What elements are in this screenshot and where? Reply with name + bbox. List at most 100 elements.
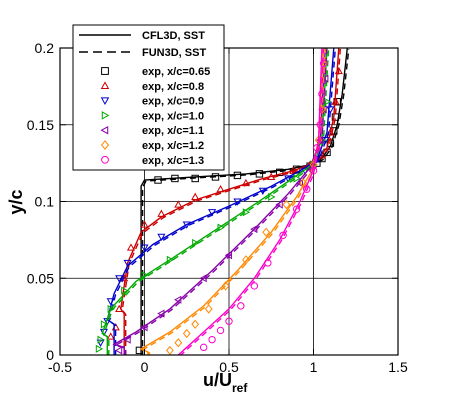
series-3-point — [141, 271, 149, 280]
series-2-point — [208, 209, 217, 217]
series-4-cfl3d-line — [112, 48, 326, 355]
series-3-point — [242, 208, 251, 217]
series-1-point — [157, 209, 166, 217]
series-6-point — [316, 121, 324, 129]
legend-label-series-6: exp, x/c=1.3 — [142, 155, 204, 167]
y-tick-label: 0.1 — [35, 194, 55, 210]
y-tick-label: 0.2 — [35, 40, 55, 56]
series-6 — [177, 48, 328, 355]
series-6-point — [264, 259, 272, 267]
series-6-cfl3d-line — [177, 48, 323, 355]
series-1-point — [331, 97, 340, 105]
x-tick-label: 0 — [141, 359, 149, 375]
series-1-point — [191, 192, 200, 200]
series-1-point — [120, 274, 129, 282]
series-1-point — [267, 172, 276, 180]
series-5-point — [165, 345, 174, 355]
series-0-point — [171, 174, 179, 183]
series-1 — [106, 48, 343, 355]
series-6-point — [292, 205, 301, 213]
series-5-point — [174, 338, 183, 348]
series-1-point — [216, 184, 225, 193]
series-0-point — [154, 176, 162, 184]
series-2-point — [233, 198, 242, 206]
series-2-point — [182, 221, 191, 229]
series-5-point — [282, 199, 291, 210]
series-1-cfl3d-line — [120, 48, 340, 355]
series-2-point — [284, 175, 293, 183]
series-0-point — [191, 174, 199, 183]
series-0-point — [233, 171, 242, 180]
y-tick-label: 0 — [46, 347, 54, 363]
legend-label-series-2: exp, x/c=0.9 — [142, 96, 204, 108]
data-layer — [95, 48, 350, 355]
series-4-point — [114, 346, 123, 355]
series-0-cfl3d-line — [140, 48, 348, 355]
series-3-point — [97, 335, 105, 344]
series-6-point — [250, 282, 259, 290]
series-5-point — [204, 304, 213, 314]
series-4-point — [321, 74, 329, 83]
legend-label-0: CFL3D, SST — [142, 30, 205, 42]
series-0-point — [255, 170, 264, 178]
series-2-point — [140, 244, 149, 252]
x-tick-label: -0.5 — [48, 359, 72, 375]
series-6-point — [216, 326, 225, 335]
series-3-point — [192, 238, 200, 247]
y-tick-label: 0.05 — [27, 270, 54, 286]
series-2-point — [326, 106, 335, 114]
series-3-point — [166, 255, 175, 264]
series-2-point — [96, 339, 105, 347]
series-5-point — [182, 328, 191, 339]
series-3-point — [121, 286, 129, 295]
legend: CFL3D, SST FUN3D, SST exp, x/c=0.65 exp, x/… — [72, 24, 225, 171]
x-tick-label: 1.5 — [388, 359, 408, 375]
series-4-point — [295, 179, 304, 188]
series-3-point — [268, 192, 276, 201]
series-6-point — [208, 335, 216, 344]
legend-label-series-0: exp, x/c=0.65 — [142, 66, 210, 78]
y-tick-label: 0.15 — [27, 117, 54, 133]
series-6-point — [225, 317, 233, 325]
x-axis-title: u/Uref — [203, 370, 248, 395]
series-4-point — [140, 323, 148, 332]
series-5-point — [299, 178, 308, 188]
x-axis-title-sub: ref — [232, 381, 248, 395]
series-5-point — [262, 227, 271, 237]
series-2-point — [157, 233, 166, 242]
legend-label-1: FUN3D, SST — [142, 47, 206, 59]
series-0-point — [211, 173, 220, 181]
series-2-point — [106, 298, 115, 306]
series-1-point — [126, 243, 136, 251]
series-6-point — [303, 185, 311, 193]
series-1-point — [140, 220, 149, 228]
series-6-point — [313, 144, 321, 152]
series-1-fun3d-line — [121, 48, 341, 355]
series-1-point — [106, 332, 115, 340]
series-6-point — [237, 302, 245, 310]
series-6-point — [279, 231, 287, 239]
legend-label-series-5: exp, x/c=1.2 — [142, 140, 204, 152]
series-4-point — [199, 274, 207, 283]
series-2-point — [258, 187, 267, 195]
x-tick-label: 0.5 — [219, 359, 239, 375]
series-5-point — [191, 319, 200, 329]
series-4-point — [123, 335, 131, 344]
series-4-point — [157, 309, 165, 318]
series-6-point — [199, 343, 208, 352]
series-4-point — [250, 225, 258, 234]
series-3-point — [100, 320, 109, 329]
series-1-point — [241, 178, 250, 187]
series-4-point — [275, 200, 283, 209]
legend-marker-3 — [101, 111, 110, 120]
series-4-point — [174, 295, 182, 304]
series-2-point — [115, 275, 124, 283]
series-6-point — [318, 90, 326, 98]
series-1-point — [115, 304, 124, 313]
series-2-fun3d-line — [107, 48, 336, 355]
legend-label-series-3: exp, x/c=1.0 — [142, 110, 204, 122]
series-3-point — [107, 304, 115, 313]
series-5-point — [242, 255, 250, 265]
series-0-point — [276, 168, 284, 177]
